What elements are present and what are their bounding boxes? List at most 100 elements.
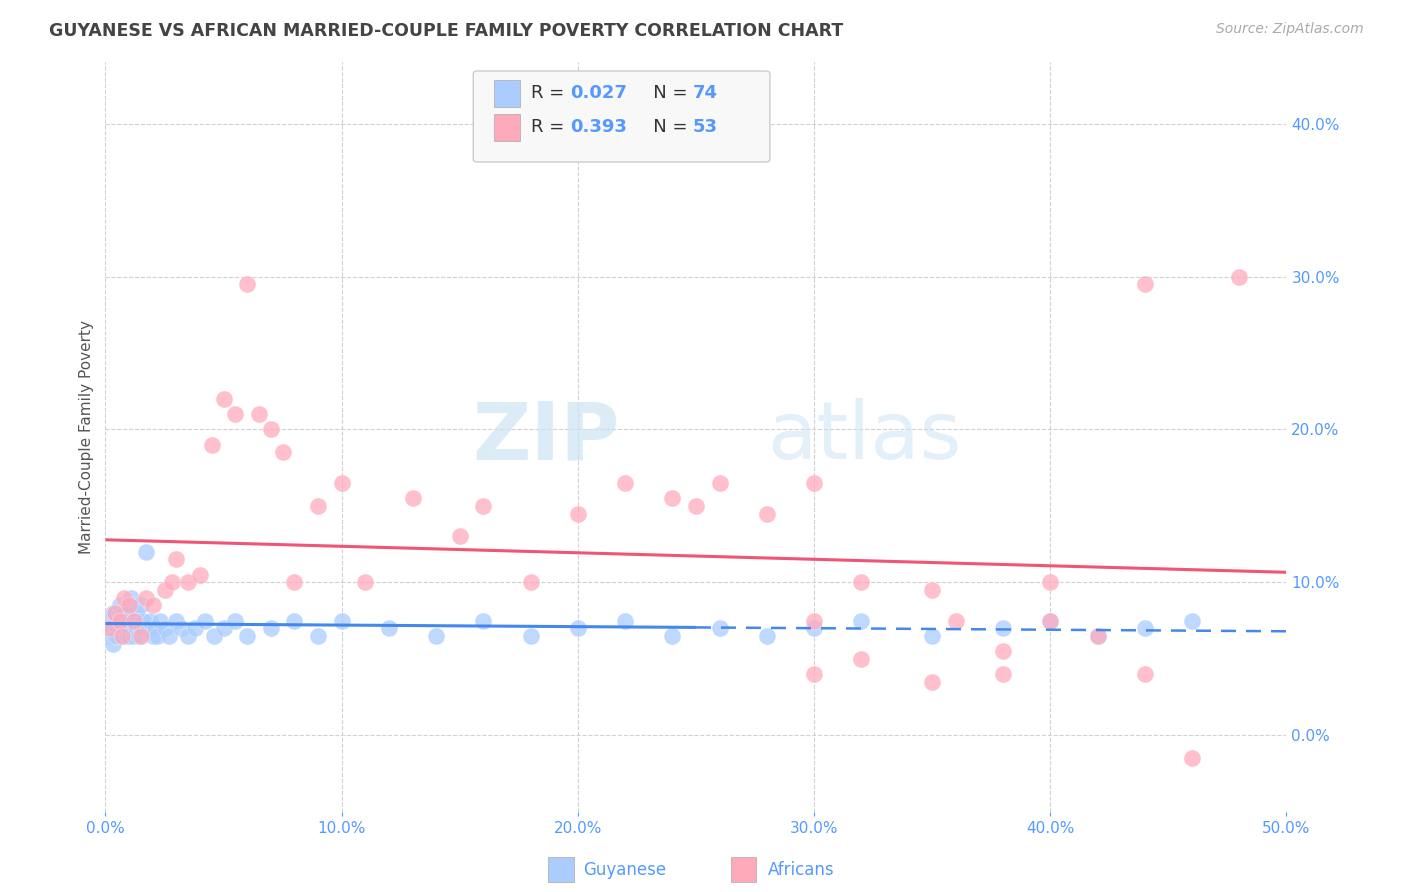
Point — [128, 629, 150, 643]
Text: GUYANESE VS AFRICAN MARRIED-COUPLE FAMILY POVERTY CORRELATION CHART: GUYANESE VS AFRICAN MARRIED-COUPLE FAMIL… — [49, 22, 844, 40]
Point — [97, 621, 120, 635]
Point — [354, 575, 377, 590]
Point — [661, 491, 683, 506]
Point — [851, 614, 873, 628]
Point — [330, 475, 353, 490]
Point — [212, 621, 235, 635]
Point — [105, 621, 128, 635]
Point — [122, 614, 145, 628]
Point — [1133, 667, 1156, 681]
Point — [921, 582, 943, 597]
Point — [401, 491, 423, 506]
Point — [1181, 614, 1204, 628]
Point — [991, 667, 1014, 681]
Text: N =: N = — [637, 119, 693, 136]
Point — [991, 621, 1014, 635]
Point — [111, 629, 134, 643]
Point — [112, 621, 135, 635]
Point — [108, 599, 131, 613]
Point — [803, 667, 825, 681]
Point — [120, 591, 142, 605]
Point — [709, 621, 731, 635]
Point — [201, 438, 224, 452]
Point — [519, 575, 541, 590]
Point — [118, 629, 141, 643]
Point — [111, 629, 134, 643]
Point — [122, 629, 145, 643]
Point — [224, 614, 246, 628]
Point — [153, 621, 176, 635]
Point — [101, 621, 124, 635]
Point — [236, 629, 259, 643]
Point — [271, 445, 294, 459]
Point — [104, 606, 127, 620]
Point — [111, 606, 134, 620]
Point — [283, 614, 305, 628]
Point — [112, 606, 135, 620]
Point — [1087, 629, 1109, 643]
Point — [260, 621, 283, 635]
Point — [661, 629, 683, 643]
Point — [98, 614, 121, 628]
Point — [105, 629, 128, 643]
Text: N =: N = — [637, 85, 693, 103]
Point — [260, 422, 283, 436]
Point — [991, 644, 1014, 658]
Point — [685, 499, 707, 513]
Point — [115, 629, 138, 643]
Point — [803, 475, 825, 490]
Point — [104, 629, 127, 643]
Point — [108, 614, 131, 628]
Point — [921, 629, 943, 643]
Text: 74: 74 — [693, 85, 717, 103]
Point — [1039, 575, 1062, 590]
Point — [129, 629, 152, 643]
Point — [567, 507, 589, 521]
Text: R =: R = — [531, 85, 569, 103]
Point — [194, 614, 217, 628]
Point — [120, 621, 142, 635]
Point — [129, 599, 152, 613]
Point — [236, 277, 259, 292]
Point — [105, 614, 128, 628]
Point — [851, 575, 873, 590]
Point — [122, 614, 145, 628]
Point — [135, 591, 157, 605]
Point — [1227, 269, 1250, 284]
Point — [157, 629, 180, 643]
Point — [567, 621, 589, 635]
Point — [143, 621, 166, 635]
Point — [125, 621, 148, 635]
Point — [118, 614, 141, 628]
Point — [129, 621, 152, 635]
Text: Source: ZipAtlas.com: Source: ZipAtlas.com — [1216, 22, 1364, 37]
Point — [177, 575, 200, 590]
Point — [307, 499, 329, 513]
Point — [755, 507, 778, 521]
Point — [146, 629, 169, 643]
Point — [125, 606, 148, 620]
Text: 53: 53 — [693, 119, 717, 136]
Text: ZIP: ZIP — [472, 398, 619, 476]
Point — [803, 614, 825, 628]
Point — [184, 621, 207, 635]
Point — [472, 499, 495, 513]
Point — [921, 674, 943, 689]
Point — [1039, 614, 1062, 628]
Point — [170, 621, 193, 635]
Text: 0.027: 0.027 — [571, 85, 627, 103]
Point — [115, 614, 138, 628]
Point — [165, 614, 187, 628]
Point — [449, 529, 471, 543]
Point — [1039, 614, 1062, 628]
Point — [135, 545, 157, 559]
Point — [709, 475, 731, 490]
Point — [160, 575, 183, 590]
Point — [153, 582, 176, 597]
Point — [283, 575, 305, 590]
Point — [247, 407, 270, 421]
Point — [165, 552, 187, 566]
Point — [142, 629, 165, 643]
Point — [614, 614, 637, 628]
Point — [112, 591, 135, 605]
